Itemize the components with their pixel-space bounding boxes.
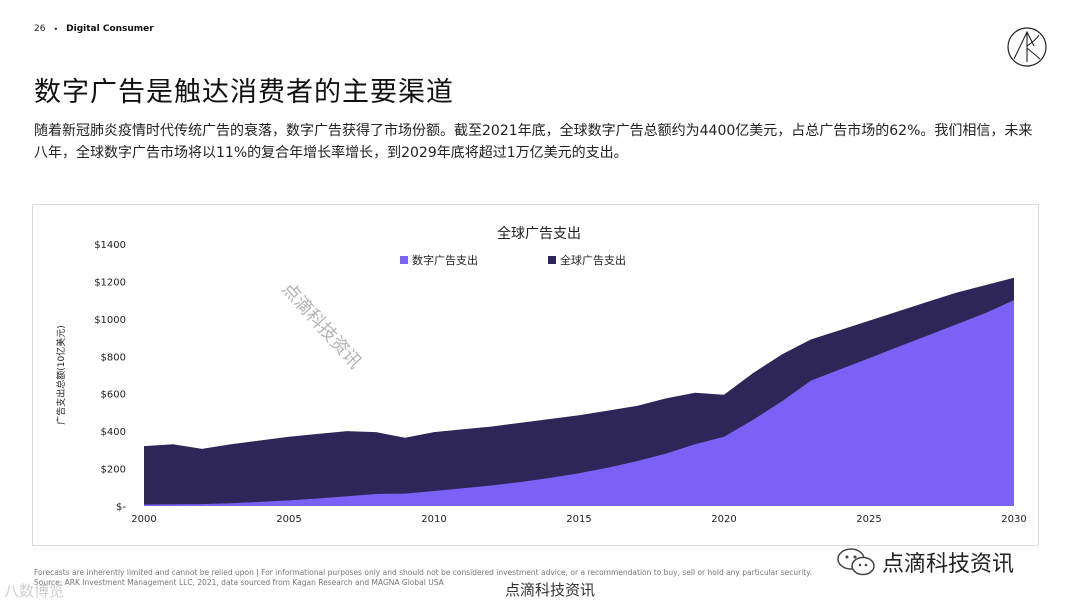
y-tick-label: $400: [101, 427, 126, 438]
x-tick-label: 2010: [421, 514, 446, 525]
page-title: 数字广告是触达消费者的主要渠道: [34, 77, 454, 108]
chart-title: 全球广告支出: [497, 225, 581, 242]
x-tick-label: 2005: [276, 514, 301, 525]
wechat-account-name: 点滴科技资讯: [882, 552, 1015, 577]
page-number: 26: [34, 24, 46, 34]
y-tick-label: $-: [116, 502, 126, 513]
y-tick-label: $1000: [94, 315, 126, 326]
legend-label-digital: 数字广告支出: [412, 253, 478, 267]
section-label: Digital Consumer: [66, 24, 154, 34]
y-tick-label: $1400: [94, 240, 126, 251]
intro-paragraph: 随着新冠肺炎疫情时代传统广告的衰落，数字广告获得了市场份额。截至2021年底，全…: [34, 123, 1033, 161]
x-tick-label: 2000: [131, 514, 156, 525]
page-header: 26 • Digital Consumer: [34, 24, 154, 34]
x-tick-label: 2015: [566, 514, 591, 525]
left-watermark-badge: 八数博览: [4, 582, 65, 600]
legend-label-global: 全球广告支出: [560, 253, 626, 267]
footnote-disclaimer: Forecasts are inherently limited and can…: [34, 568, 813, 577]
y-tick-label: $600: [101, 390, 126, 401]
y-tick-label: $200: [101, 465, 126, 476]
center-watermark-badge: 点滴科技资讯: [505, 581, 596, 599]
y-axis-label: 广告支出总额(10亿美元): [55, 325, 67, 424]
wechat-icon: [837, 548, 875, 576]
ark-logo-icon: [1007, 27, 1047, 67]
x-tick-label: 2020: [711, 514, 736, 525]
legend-swatch-digital: [400, 256, 408, 264]
y-tick-label: $800: [101, 352, 126, 363]
footnote-source: Source: ARK Investment Management LLC, 2…: [34, 578, 444, 587]
x-tick-label: 2030: [1001, 514, 1026, 525]
wechat-watermark: 点滴科技资讯: [836, 546, 1014, 578]
series-area-digital-ad-spend: [144, 300, 1014, 506]
x-tick-label: 2025: [856, 514, 881, 525]
header-separator: •: [53, 24, 59, 34]
legend-swatch-global: [548, 256, 556, 264]
y-tick-label: $1200: [94, 277, 126, 288]
